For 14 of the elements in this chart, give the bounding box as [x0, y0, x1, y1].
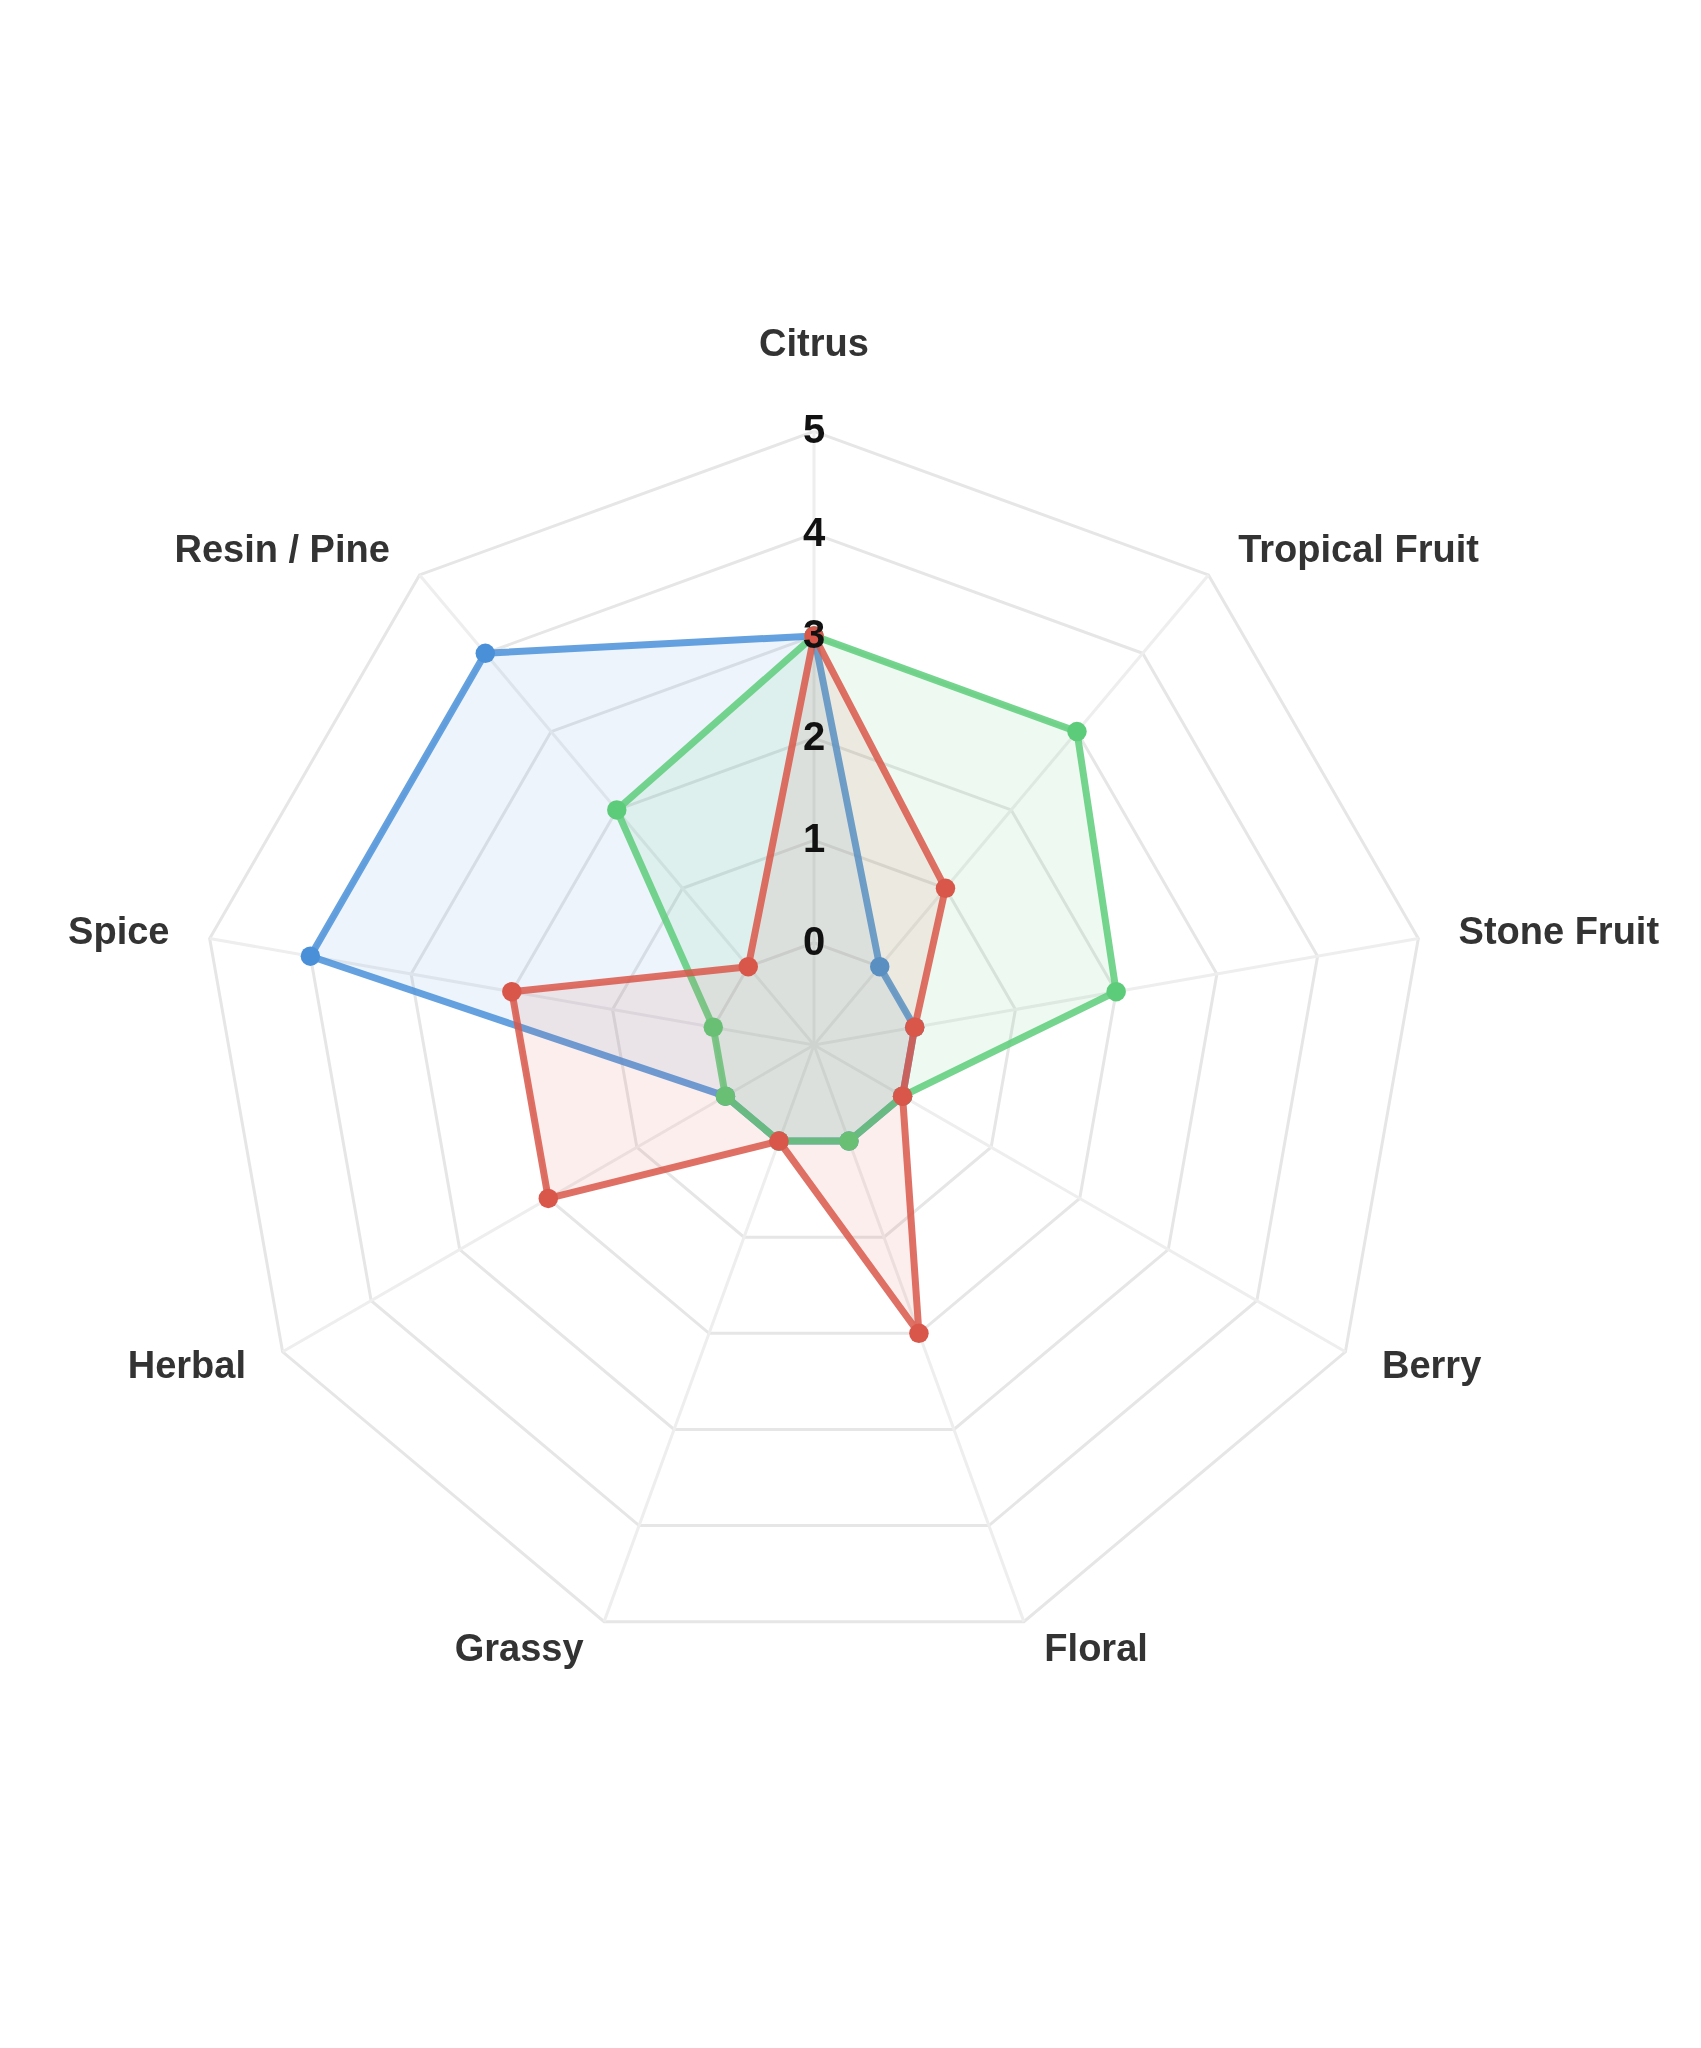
spoke-label: Berry — [1382, 1344, 1482, 1387]
spoke-label: Floral — [1044, 1627, 1148, 1670]
y-tick-label: 4 — [802, 509, 826, 554]
spoke-label: Grassy — [454, 1627, 584, 1670]
y-tick-label: 5 — [802, 407, 826, 452]
spoke-label: Spice — [68, 910, 170, 953]
spoke-label: Stone Fruit — [1458, 910, 1660, 953]
spoke-label: Citrus — [759, 322, 869, 365]
y-tick-label: 0 — [802, 918, 826, 963]
spoke-label: Tropical Fruit — [1238, 528, 1480, 571]
spoke-label: Resin / Pine — [174, 528, 390, 571]
y-tick-label: 2 — [802, 714, 826, 759]
y-tick-label: 1 — [802, 816, 826, 861]
spoke-label: Herbal — [127, 1344, 246, 1387]
